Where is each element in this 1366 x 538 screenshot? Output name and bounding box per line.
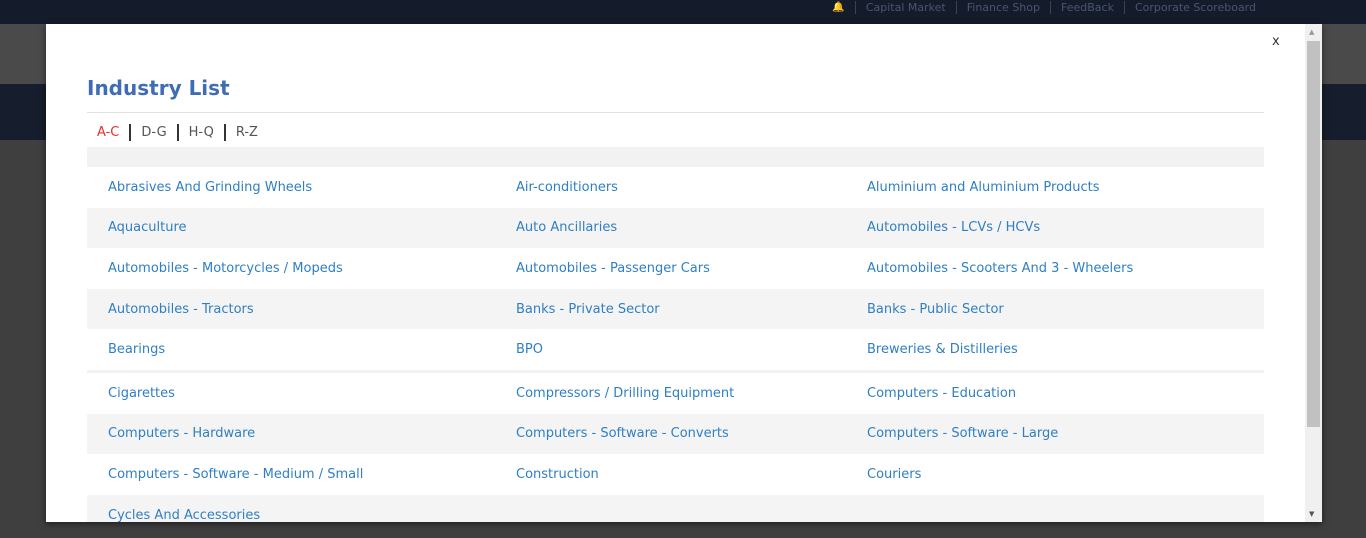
tab-a-c[interactable]: A-C [97, 125, 120, 140]
tab-r-z[interactable]: R-Z [223, 124, 268, 141]
industry-link[interactable]: Aquaculture [108, 220, 187, 236]
industry-link[interactable]: Computers - Hardware [108, 426, 256, 442]
tab-d-g[interactable]: D-G [129, 124, 176, 141]
scroll-down-icon[interactable]: ▼ [1309, 510, 1315, 518]
table-row: Computers - Hardware Computers - Software… [87, 413, 1264, 455]
industry-link[interactable]: Computers - Software - Large [867, 426, 1059, 442]
alphabet-tabs: A-C D-G H-Q R-Z [87, 124, 268, 141]
table-row: Bearings BPO Breweries & Distilleries [87, 329, 1264, 370]
industry-link[interactable]: Automobiles - Tractors [108, 301, 254, 317]
top-nav: 🔔 Capital Market Finance Shop FeedBack C… [822, 0, 1266, 14]
industry-link[interactable]: Air-conditioners [516, 179, 618, 195]
table-row: Cycles And Accessories [87, 494, 1264, 522]
industry-link[interactable]: Compressors / Drilling Equipment [516, 385, 735, 401]
divider [87, 112, 1264, 113]
industry-link[interactable]: Banks - Private Sector [516, 301, 660, 317]
table-row: Automobiles - Motorcycles / Mopeds Automo… [87, 248, 1264, 289]
scrollbar-thumb[interactable] [1307, 41, 1320, 427]
table-row: Aquaculture Auto Ancillaries Automobiles -… [87, 207, 1264, 249]
industry-link[interactable]: Cigarettes [108, 385, 175, 401]
industry-list: Abrasives And Grinding Wheels Air-conditi… [87, 147, 1264, 522]
industry-list-modal: x Industry List A-C D-G H-Q R-Z Abrasive… [46, 24, 1322, 522]
industry-link[interactable]: Automobiles - Passenger Cars [516, 260, 710, 276]
nav-finance-shop[interactable]: Finance Shop [955, 0, 1050, 14]
industry-link[interactable]: Automobiles - LCVs / HCVs [867, 220, 1041, 236]
industry-link[interactable]: Automobiles - Motorcycles / Mopeds [108, 260, 343, 276]
industry-link[interactable]: Computers - Software - Medium / Small [108, 466, 364, 482]
top-bar: 🔔 Capital Market Finance Shop FeedBack C… [0, 0, 1366, 24]
close-button[interactable]: x [1272, 34, 1280, 49]
nav-corporate-scoreboard[interactable]: Corporate Scoreboard [1123, 0, 1266, 14]
industry-link[interactable]: BPO [516, 342, 543, 358]
industry-link[interactable]: Cycles And Accessories [108, 507, 261, 522]
table-row: Abrasives And Grinding Wheels Air-conditi… [87, 167, 1264, 208]
tab-h-q[interactable]: H-Q [176, 124, 224, 141]
industry-link[interactable]: Banks - Public Sector [867, 301, 1004, 317]
industry-link[interactable]: Couriers [867, 466, 922, 482]
industry-link[interactable]: Computers - Education [867, 385, 1017, 401]
industry-link[interactable]: Computers - Software - Converts [516, 426, 729, 442]
industry-link[interactable]: Auto Ancillaries [516, 220, 618, 236]
row-separator [87, 369, 1264, 373]
scroll-up-icon[interactable]: ▲ [1309, 28, 1315, 36]
table-row: Automobiles - Tractors Banks - Private Se… [87, 288, 1264, 330]
industry-link[interactable]: Automobiles - Scooters And 3 - Wheelers [867, 260, 1134, 276]
industry-link[interactable]: Bearings [108, 342, 166, 358]
industry-link[interactable]: Abrasives And Grinding Wheels [108, 179, 313, 195]
industry-link[interactable]: Aluminium and Aluminium Products [867, 179, 1100, 195]
table-row: Computers - Software - Medium / Small Con… [87, 454, 1264, 495]
list-header [87, 147, 1264, 167]
table-row: Cigarettes Compressors / Drilling Equipme… [87, 373, 1264, 414]
industry-link[interactable]: Breweries & Distilleries [867, 342, 1018, 358]
scrollbar[interactable]: ▲ ▼ [1305, 24, 1322, 522]
bell-icon[interactable]: 🔔 [832, 1, 845, 13]
nav-feedback[interactable]: FeedBack [1049, 0, 1124, 14]
nav-capital-market[interactable]: Capital Market [854, 0, 956, 14]
industry-link[interactable]: Construction [516, 466, 599, 482]
modal-title: Industry List [87, 76, 230, 100]
